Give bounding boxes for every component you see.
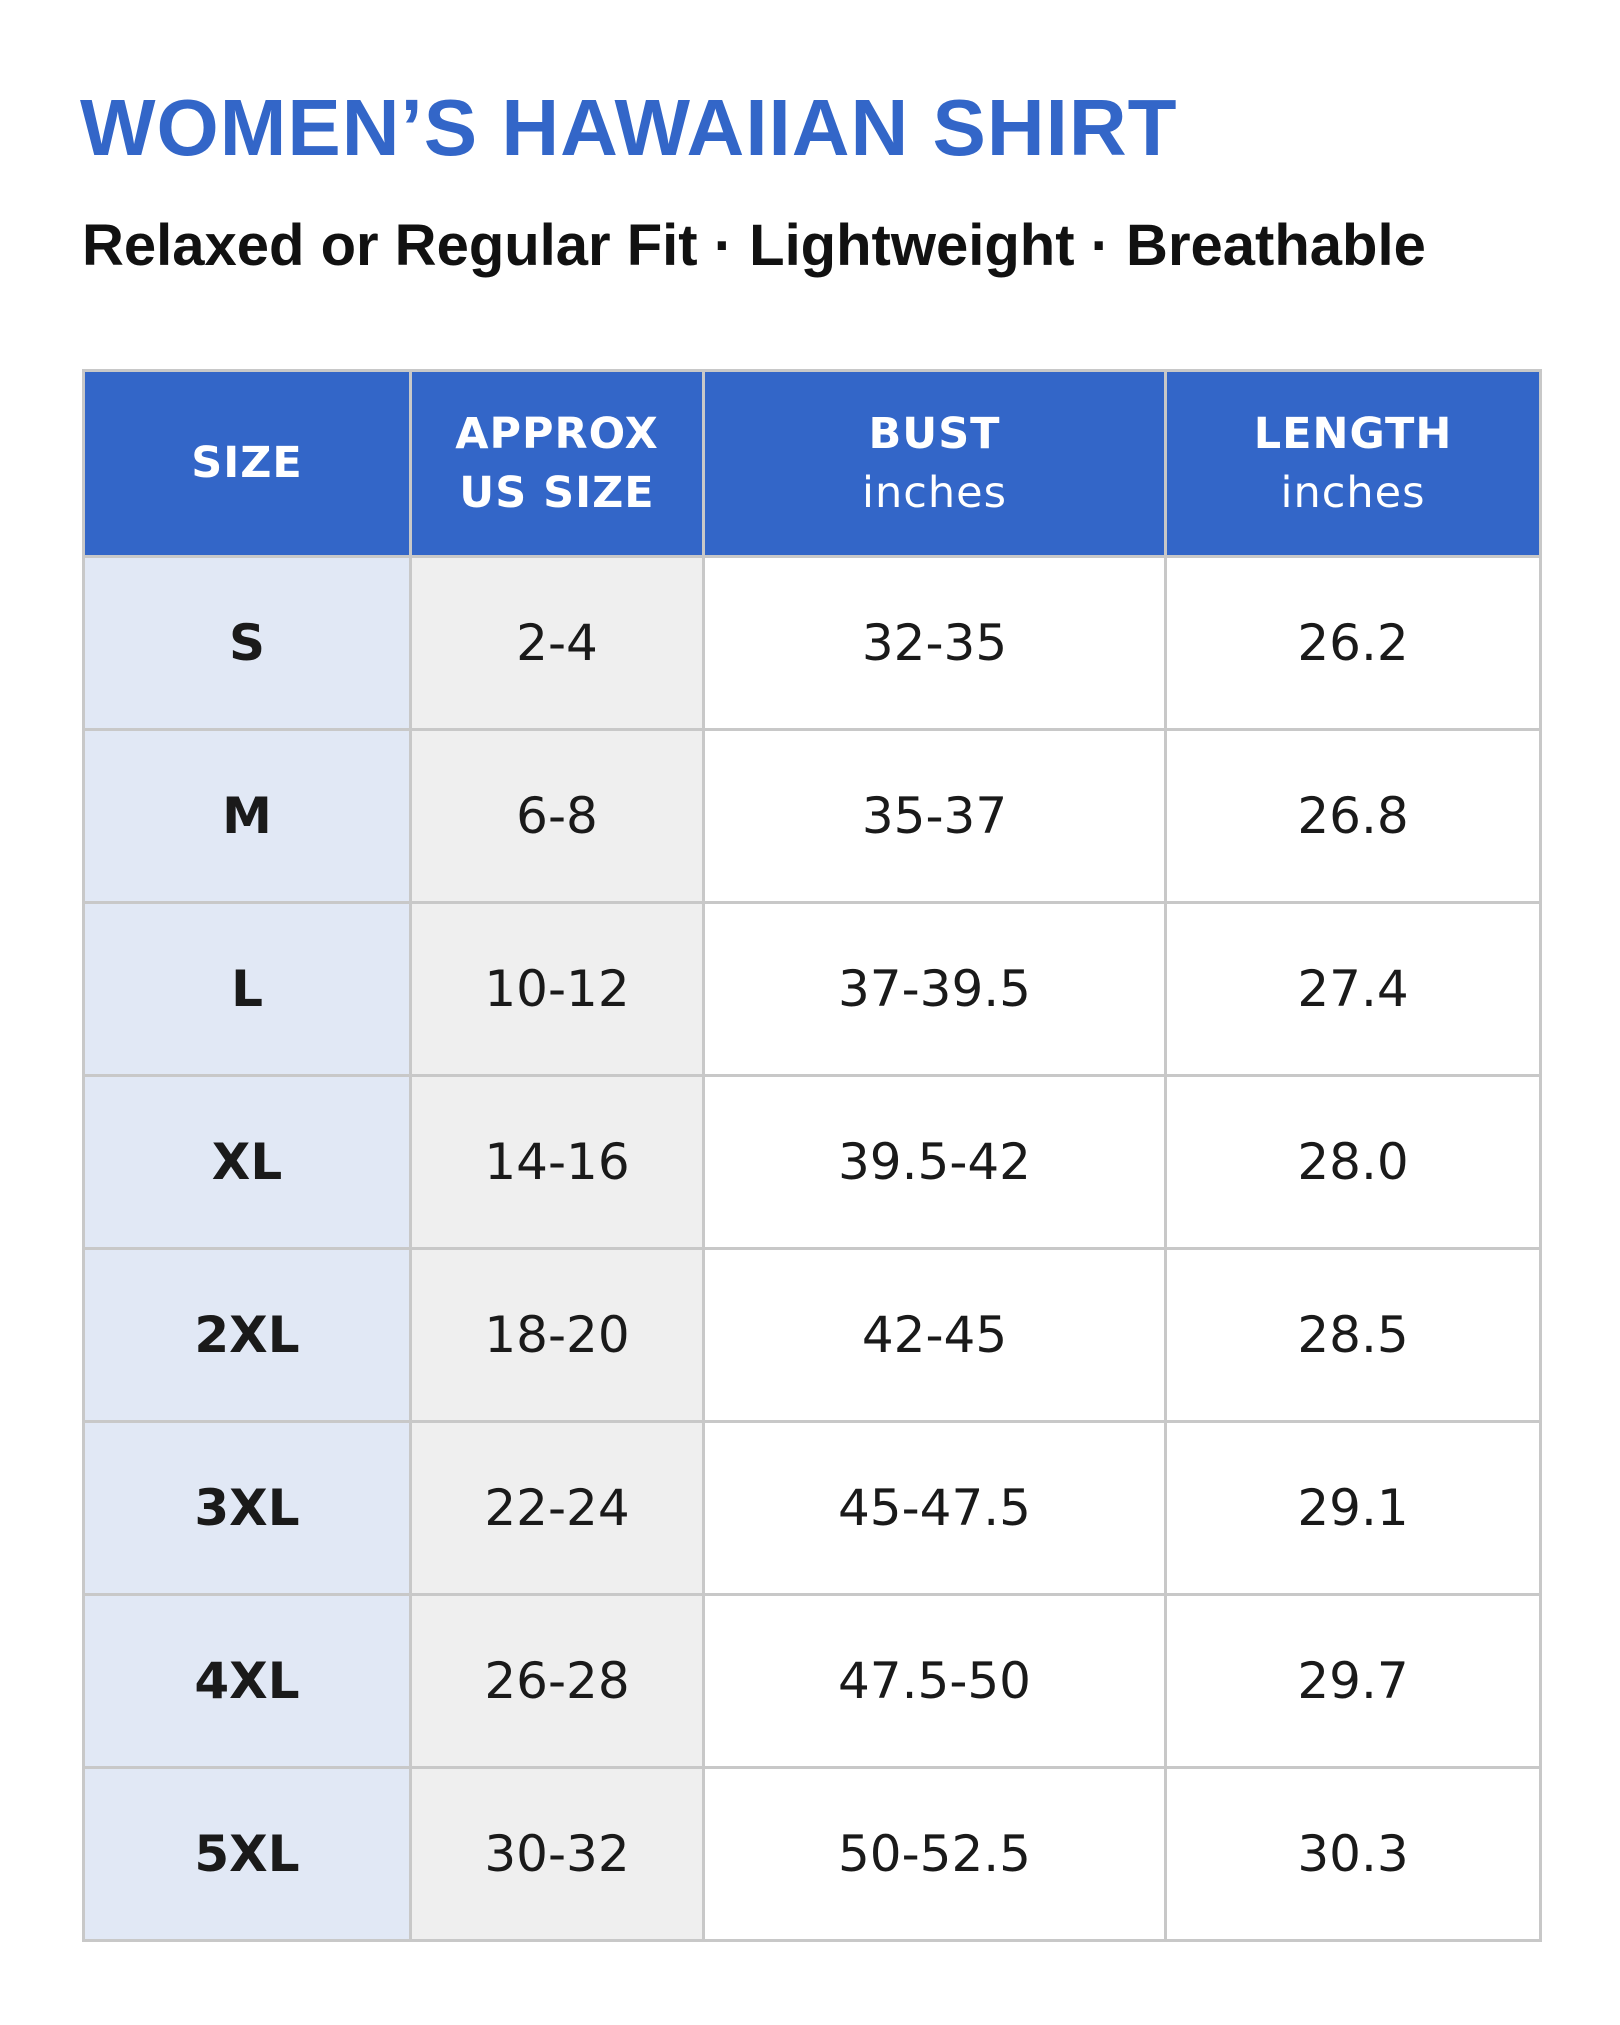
table-cell: 4XL [82, 1593, 412, 1769]
table-cell: 28.5 [1164, 1247, 1542, 1423]
column-unit: inches [862, 467, 1007, 518]
column-header: APPROX US SIZE [409, 369, 705, 558]
table-cell: 5XL [82, 1766, 412, 1942]
table-cell: 26.2 [1164, 555, 1542, 731]
column-name: APPROX US SIZE [455, 409, 659, 518]
table-cell: 27.4 [1164, 901, 1542, 1077]
table-row: M 6-8 35-37 26.8 [82, 728, 1542, 904]
table-cell: 6-8 [409, 728, 705, 904]
table-cell: 29.1 [1164, 1420, 1542, 1596]
table-cell: 18-20 [409, 1247, 705, 1423]
table-cell: 39.5-42 [702, 1074, 1167, 1250]
table-row: 5XL 30-32 50-52.5 30.3 [82, 1766, 1542, 1942]
column-name: LENGTH [1253, 409, 1453, 460]
table-body: S 2-4 32-35 26.2 M 6-8 35-37 26.8 L 10-12 37-39.5 2… [82, 555, 1542, 1942]
table-cell: 32-35 [702, 555, 1167, 731]
table-cell: 35-37 [702, 728, 1167, 904]
table-row: 3XL 22-24 45-47.5 29.1 [82, 1420, 1542, 1596]
header-row: SIZE APPROX US SIZE BUST inches LENGTH inches [82, 369, 1542, 558]
table-cell: XL [82, 1074, 412, 1250]
table-row: S 2-4 32-35 26.2 [82, 555, 1542, 731]
table-cell: 42-45 [702, 1247, 1167, 1423]
table-cell: 47.5-50 [702, 1593, 1167, 1769]
table-cell: M [82, 728, 412, 904]
table-cell: 2XL [82, 1247, 412, 1423]
table-cell: 26-28 [409, 1593, 705, 1769]
table-cell: 30-32 [409, 1766, 705, 1942]
column-header: SIZE [82, 369, 412, 558]
table-cell: 37-39.5 [702, 901, 1167, 1077]
column-name: SIZE [191, 438, 303, 489]
subtitle: Relaxed or Regular Fit · Lightweight · B… [82, 213, 1426, 278]
table-cell: S [82, 555, 412, 731]
table-cell: 22-24 [409, 1420, 705, 1596]
column-header: LENGTH inches [1164, 369, 1542, 558]
table-cell: 26.8 [1164, 728, 1542, 904]
title: WOMEN’S HAWAIIAN SHIRT [80, 83, 1178, 172]
table-cell: 10-12 [409, 901, 705, 1077]
table-row: XL 14-16 39.5-42 28.0 [82, 1074, 1542, 1250]
table-cell: 2-4 [409, 555, 705, 731]
table-cell: 3XL [82, 1420, 412, 1596]
table-row: 4XL 26-28 47.5-50 29.7 [82, 1593, 1542, 1769]
table-cell: 30.3 [1164, 1766, 1542, 1942]
table-cell: 50-52.5 [702, 1766, 1167, 1942]
table-row: L 10-12 37-39.5 27.4 [82, 901, 1542, 1077]
table-cell: 14-16 [409, 1074, 705, 1250]
table-cell: 29.7 [1164, 1593, 1542, 1769]
column-unit: inches [1280, 467, 1426, 518]
column-header: BUST inches [702, 369, 1167, 558]
table-row: 2XL 18-20 42-45 28.5 [82, 1247, 1542, 1423]
column-name: BUST [868, 409, 1001, 460]
size-table: SIZE APPROX US SIZE BUST inches LENGTH inches… [82, 369, 1542, 1942]
table-cell: 28.0 [1164, 1074, 1542, 1250]
table-cell: L [82, 901, 412, 1077]
table-cell: 45-47.5 [702, 1420, 1167, 1596]
